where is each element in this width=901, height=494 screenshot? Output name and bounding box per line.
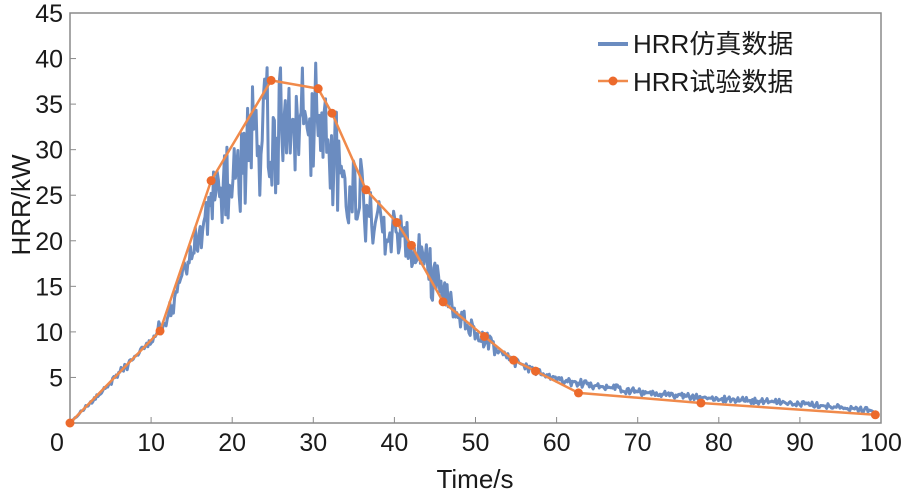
exp-series-line (69, 79, 876, 424)
exp-data-point (206, 176, 216, 186)
exp-data-point (155, 326, 165, 336)
exp-data-point (361, 185, 371, 195)
x-axis-label: Time/s (436, 464, 513, 494)
legend: HRR仿真数据 HRR试验数据 (598, 29, 793, 97)
exp-data-point (438, 297, 448, 307)
exp-data-point (531, 366, 541, 376)
y-tick-label: 30 (35, 137, 63, 165)
y-tick-label: 45 (35, 0, 63, 28)
y-tick-label: 35 (35, 91, 63, 119)
x-tick-label: 90 (786, 429, 814, 457)
x-tick-label: 30 (299, 429, 327, 457)
x-tick-label: 70 (624, 429, 652, 457)
exp-data-point (392, 218, 402, 228)
x-tick-label: 100 (860, 429, 901, 457)
x-tick-label: 50 (462, 429, 490, 457)
x-tick-label: 60 (543, 429, 571, 457)
exp-data-point (573, 388, 583, 398)
legend-exp-label: HRR试验数据 (633, 67, 793, 97)
y-tick-label: 25 (35, 182, 63, 210)
exp-data-point (406, 240, 416, 250)
exp-data-point (479, 331, 489, 341)
y-tick-label: 40 (35, 46, 63, 74)
x-tick-label: 40 (380, 429, 408, 457)
x-tick-label: 0 (50, 429, 64, 457)
y-tick-label: 20 (35, 228, 63, 256)
y-tick-label: 10 (35, 319, 63, 347)
legend-sim-label: HRR仿真数据 (633, 29, 793, 59)
x-tick-label: 20 (218, 429, 246, 457)
exp-data-point (313, 84, 323, 94)
x-tick-label: 10 (137, 429, 165, 457)
x-tick-label: 80 (705, 429, 733, 457)
exp-data-point (327, 108, 337, 118)
y-tick-label: 5 (49, 364, 63, 392)
y-tick-label: 15 (35, 273, 63, 301)
y-axis-label: HRR/kW (6, 154, 36, 256)
exp-data-point (65, 418, 75, 428)
exp-data-point (696, 398, 706, 408)
exp-data-point (509, 355, 519, 365)
exp-data-point (266, 75, 276, 85)
legend-exp-marker (608, 76, 618, 86)
exp-data-point (870, 410, 880, 420)
